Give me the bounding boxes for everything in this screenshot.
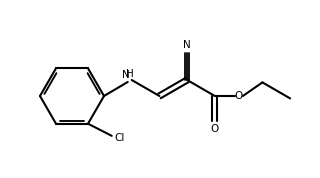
- Text: H: H: [126, 69, 133, 79]
- Text: N: N: [122, 69, 130, 80]
- Text: O: O: [235, 91, 243, 101]
- Text: N: N: [183, 40, 191, 50]
- Text: Cl: Cl: [115, 133, 125, 143]
- Text: O: O: [211, 124, 219, 134]
